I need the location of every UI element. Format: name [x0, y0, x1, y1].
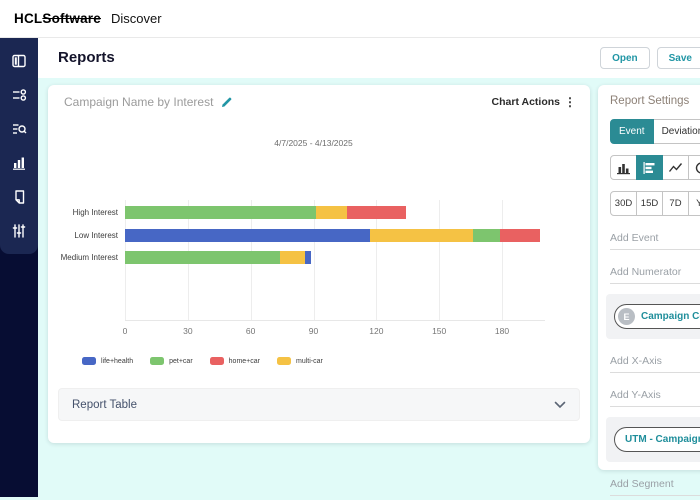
gridline	[502, 200, 503, 320]
time-range-15d[interactable]: 15D	[636, 191, 663, 216]
yaxis-chip-container: UTM - Campaign ⋮	[606, 417, 700, 462]
add-yaxis-placeholder: Add Y-Axis	[610, 389, 700, 407]
chart-category-label: Medium Interest	[60, 253, 118, 262]
product-name: Discover	[110, 11, 162, 26]
document-report-icon[interactable]	[11, 188, 28, 205]
bar-segment-multi-car[interactable]	[370, 228, 473, 242]
line-chart-type-button[interactable]	[662, 155, 689, 180]
add-segment-field[interactable]: Add Segment	[610, 478, 700, 496]
report-settings-panel: Report Settings Event Deviation 30D 15D 7D Y…	[598, 85, 700, 496]
bar-segment-life+health[interactable]	[125, 228, 371, 242]
chart-type-toggle	[610, 155, 700, 180]
chart-title: Campaign Name by Interest	[64, 95, 214, 109]
legend-item: pet+car	[150, 357, 193, 365]
chart-actions-label: Chart Actions	[491, 96, 560, 108]
legend-label: life+health	[101, 357, 134, 365]
sidebar	[0, 38, 38, 497]
time-range-30d[interactable]: 30D	[610, 191, 637, 216]
add-event-placeholder: Add Event	[610, 232, 700, 250]
add-numerator-field[interactable]: Add Numerator	[610, 266, 700, 284]
legend-label: home+car	[228, 357, 260, 365]
reports-toolbar: Reports Open Save	[38, 38, 700, 78]
x-tick-label: 120	[369, 326, 384, 336]
bar-segment-pet+car[interactable]	[125, 251, 280, 264]
campaign-count-chip[interactable]: E Campaign Coun	[614, 304, 700, 329]
mode-option-event[interactable]: Event	[610, 119, 654, 144]
legend-label: multi-car	[295, 357, 323, 365]
chevron-down-icon	[554, 401, 566, 409]
x-axis-line	[125, 320, 545, 321]
bar-segment-multi-car[interactable]	[279, 251, 306, 264]
numerator-chip-container: E Campaign Coun	[606, 294, 700, 339]
legend-swatch	[276, 357, 291, 365]
chart-category-label: High Interest	[72, 208, 118, 217]
event-avatar: E	[618, 308, 635, 325]
open-button[interactable]: Open	[600, 47, 650, 69]
search-list-icon[interactable]	[11, 120, 28, 137]
bar-segment-pet+car[interactable]	[125, 206, 316, 219]
gridline	[439, 200, 441, 320]
legend-swatch	[82, 357, 96, 365]
hcl-software-logo: HCLSoftware	[14, 11, 101, 26]
bar-segment-home+car[interactable]	[347, 206, 406, 219]
x-tick-label: 30	[183, 326, 193, 336]
edit-title-pencil-icon[interactable]	[221, 96, 233, 108]
data-list-icon[interactable]	[11, 86, 28, 103]
x-tick-label: 60	[245, 326, 256, 336]
column-chart-type-button[interactable]	[610, 155, 637, 180]
chart-actions-button[interactable]: Chart Actions ⋮	[492, 96, 576, 108]
chart-date-range: 4/7/2025 - 4/13/2025	[274, 138, 353, 148]
legend-item: home+car	[209, 357, 260, 365]
utm-campaign-chip[interactable]: UTM - Campaign ⋮	[614, 427, 700, 452]
add-event-field[interactable]: Add Event	[610, 232, 700, 250]
mode-toggle: Event Deviation	[610, 119, 700, 144]
chart-card: Campaign Name by Interest Chart Actions …	[48, 85, 590, 443]
bar-segment-life+health[interactable]	[305, 251, 312, 264]
time-range-toggle: 30D15D7DYe	[610, 191, 700, 216]
pie-chart-type-button[interactable]	[688, 155, 700, 180]
settings-sliders-icon[interactable]	[11, 222, 28, 239]
legend-label: pet+car	[169, 357, 193, 365]
add-xaxis-placeholder: Add X-Axis	[610, 355, 700, 373]
report-settings-title: Report Settings	[610, 95, 690, 107]
bar-segment-pet+car[interactable]	[472, 228, 500, 242]
kebab-menu-icon: ⋮	[564, 95, 576, 109]
page-title: Reports	[58, 49, 115, 66]
bar-chart-icon[interactable]	[11, 154, 28, 171]
save-button[interactable]: Save	[656, 47, 700, 69]
stacked-bar	[125, 228, 540, 242]
report-table-label: Report Table	[72, 398, 137, 411]
report-table-accordion[interactable]: Report Table	[58, 388, 580, 421]
x-tick-label: 0	[122, 326, 128, 336]
dashboard-icon[interactable]	[11, 52, 28, 69]
add-numerator-placeholder: Add Numerator	[610, 266, 700, 284]
legend-item: life+health	[82, 357, 133, 365]
bar-segment-home+car[interactable]	[499, 228, 540, 242]
x-tick-label: 180	[494, 326, 510, 336]
x-tick-label: 90	[308, 326, 319, 336]
add-xaxis-field[interactable]: Add X-Axis	[610, 355, 700, 373]
time-range-ye[interactable]: Ye	[688, 191, 700, 216]
chart-plot-area: 0 30 60 90 120 150 180	[123, 200, 570, 336]
stacked-bar	[125, 206, 406, 219]
horizontal-bar-chart-type-button[interactable]	[636, 155, 663, 180]
mode-option-deviation[interactable]: Deviation	[652, 119, 700, 144]
gridline	[313, 200, 315, 320]
x-tick-label: 150	[432, 326, 447, 336]
add-segment-placeholder: Add Segment	[610, 478, 700, 496]
top-header: HCLSoftware Discover	[0, 0, 700, 38]
legend-item: multi-car	[276, 357, 323, 365]
sidebar-rail	[0, 38, 38, 254]
gridline	[376, 200, 378, 320]
legend-swatch	[209, 357, 224, 365]
add-yaxis-field[interactable]: Add Y-Axis	[610, 389, 700, 407]
time-range-7d[interactable]: 7D	[662, 191, 689, 216]
bar-segment-multi-car[interactable]	[315, 206, 347, 219]
chart-legend: life+health pet+car home+car multi-car	[82, 357, 323, 365]
legend-swatch	[150, 357, 165, 365]
stacked-bar	[125, 251, 312, 264]
chart-category-label: Low Interest	[74, 230, 118, 240]
